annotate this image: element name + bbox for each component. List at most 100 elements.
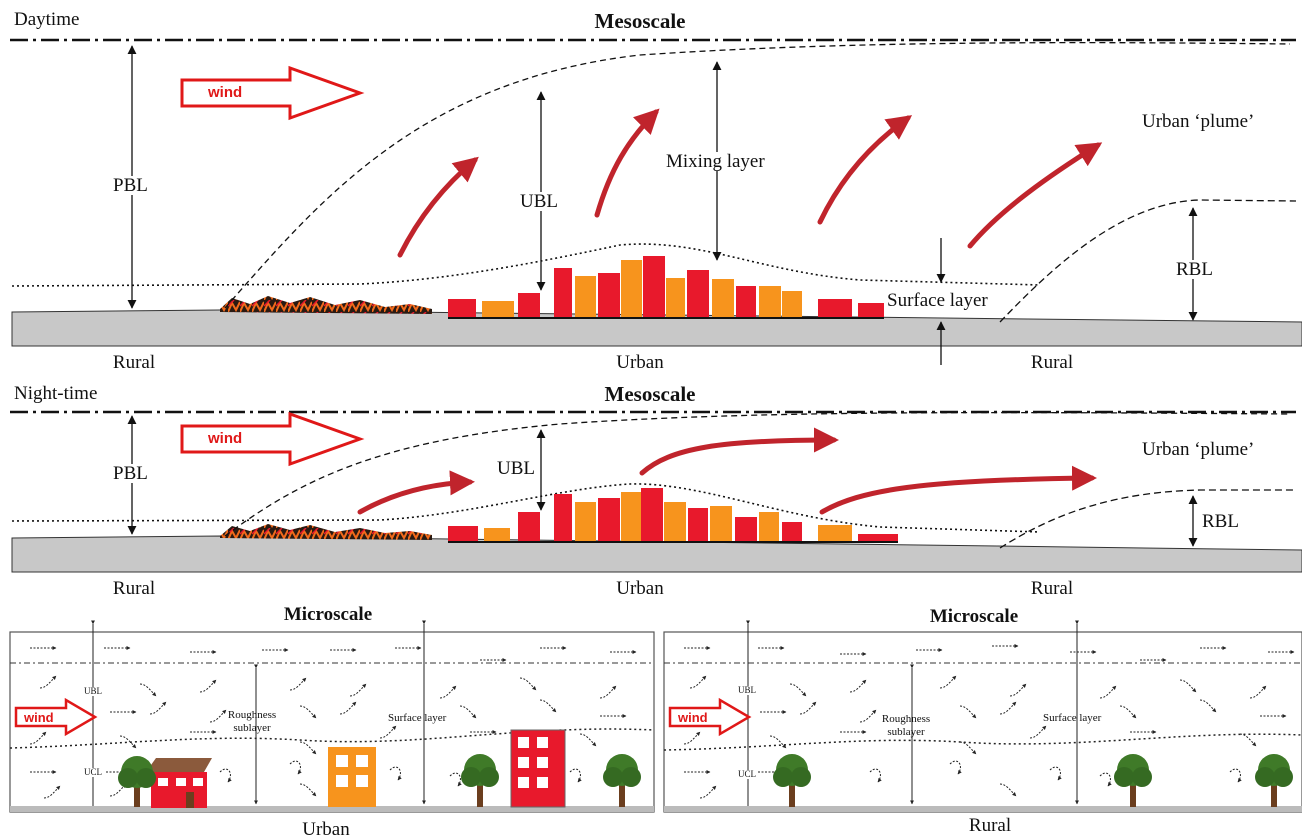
plume-arrows <box>357 427 1097 515</box>
flow-arrow <box>149 701 167 715</box>
surface-layer-label: Surface layer <box>1043 712 1102 724</box>
panel-title: Mesoscale <box>604 382 696 406</box>
building-block <box>759 512 779 542</box>
building-block <box>518 293 540 318</box>
micro-rural-panel <box>663 620 1302 813</box>
flow-arrow <box>1119 705 1137 719</box>
rbl-curve <box>999 199 1297 323</box>
inversion-top <box>11 483 1041 533</box>
urban-plume-label: Urban ‘plume’ <box>1142 439 1255 460</box>
building-block <box>448 526 478 542</box>
red-tower <box>510 729 566 808</box>
rural-left-label: Rural <box>112 578 156 599</box>
flow-arrow <box>349 683 367 697</box>
building-block <box>735 517 757 542</box>
flow-arrow <box>209 709 227 723</box>
flow-arrow <box>449 772 462 787</box>
wind-arrow[interactable] <box>180 411 365 467</box>
wind-label: wind <box>208 430 243 447</box>
orange-building <box>328 747 376 807</box>
roughness-sublayer-label: Roughness sublayer <box>881 713 931 739</box>
building-block <box>687 270 709 318</box>
building-block <box>518 512 540 542</box>
flow-arrow <box>1009 683 1027 697</box>
flow-arrow <box>1049 766 1062 781</box>
ubl-label: UBL <box>738 685 756 695</box>
rbl-label: RBL <box>1176 259 1213 280</box>
rural-right-label: Rural <box>1030 578 1074 599</box>
building-block <box>858 534 898 542</box>
urban-plume-label: Urban ‘plume’ <box>1142 111 1255 132</box>
panel-title: Microscale <box>929 606 1019 627</box>
flow-arrow <box>599 685 617 699</box>
ubl-label: UBL <box>520 191 558 212</box>
panel-title: Mesoscale <box>594 9 686 33</box>
building-block <box>621 492 641 542</box>
flow-arrow <box>689 675 707 689</box>
flow-arrow <box>789 683 807 697</box>
ubl-label: UBL <box>497 458 535 479</box>
tree-icon <box>461 754 499 807</box>
flow-arrow <box>999 783 1017 797</box>
caption: Rural <box>968 815 1012 836</box>
wind-label: wind <box>24 710 54 725</box>
flow-arrow <box>389 766 402 781</box>
flow-arrow <box>289 760 302 775</box>
building-block <box>710 506 732 542</box>
flow-arrows <box>29 646 637 799</box>
flow-arrow <box>1029 725 1047 739</box>
flow-arrow <box>699 785 717 799</box>
daytime-panel <box>10 38 1302 365</box>
wind-arrow[interactable] <box>14 697 98 737</box>
mixing-layer-top <box>11 243 1041 287</box>
flow-arrow <box>999 701 1017 715</box>
flow-arrow <box>859 709 877 723</box>
flow-arrow <box>29 731 47 745</box>
building-block <box>759 286 781 318</box>
tree-icon <box>118 756 156 807</box>
flow-arrow <box>683 731 701 745</box>
tree-icon <box>603 754 641 807</box>
roughness-sublayer-label: Roughness sublayer <box>227 709 277 735</box>
flow-arrow <box>139 683 157 697</box>
period-label: Night-time <box>14 383 98 404</box>
flow-arrow <box>43 785 61 799</box>
wind-label: wind <box>208 84 243 101</box>
building-block <box>664 502 686 542</box>
urban-buildings <box>448 256 884 319</box>
flow-arrow <box>299 783 317 797</box>
pbl-label: PBL <box>113 175 148 196</box>
ucl-label: UCL <box>738 769 756 779</box>
flow-arrow <box>379 725 397 739</box>
nighttime-panel <box>10 410 1302 573</box>
flow-arrow <box>959 705 977 719</box>
flow-arrow <box>799 701 817 715</box>
surface-layer-label: Surface layer <box>887 290 988 311</box>
pbl-label: PBL <box>113 463 148 484</box>
building-block <box>666 278 685 318</box>
micro-urban-panel <box>9 620 655 813</box>
building-block <box>782 291 802 318</box>
building-block <box>482 301 514 318</box>
rough-terrain <box>220 296 432 314</box>
flow-arrow <box>339 701 357 715</box>
building-block <box>448 299 476 318</box>
mixing-layer-label: Mixing layer <box>666 151 765 172</box>
building-block <box>641 488 663 542</box>
building-block <box>818 525 852 542</box>
building-block <box>782 522 802 542</box>
building-block <box>688 508 708 542</box>
flow-arrow <box>119 735 137 749</box>
building-block <box>598 273 620 318</box>
wind-arrow[interactable] <box>180 65 365 121</box>
flow-arrows <box>683 644 1295 799</box>
flow-arrow <box>1239 733 1257 747</box>
building-block <box>554 494 572 542</box>
rough-terrain <box>220 524 432 540</box>
urban-label: Urban <box>616 352 664 373</box>
caption: Urban <box>302 819 350 840</box>
building-block <box>598 498 620 542</box>
building-block <box>575 502 596 542</box>
wind-arrow[interactable] <box>668 697 752 737</box>
